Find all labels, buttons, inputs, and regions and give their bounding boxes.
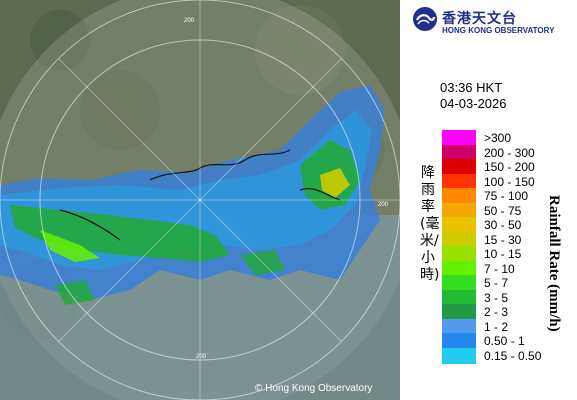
legend-label: 7 - 10	[484, 261, 515, 276]
legend-item: 1 - 2	[442, 318, 577, 335]
precipitation-echoes	[0, 85, 385, 305]
legend-label: 10 - 15	[484, 247, 522, 261]
legend-swatch	[442, 188, 476, 204]
legend-label: 3 - 5	[484, 290, 509, 305]
legend-swatch	[442, 217, 476, 233]
range-ring-label: 200	[378, 202, 389, 208]
legend-item: 75 - 100	[442, 188, 577, 204]
legend-item: 2 - 3	[442, 304, 577, 320]
copyright-text: © Hong Kong Observatory	[255, 383, 373, 394]
range-ring-label: 200	[184, 18, 195, 24]
legend-item: 30 - 50	[442, 217, 577, 233]
legend-item: 100 - 150	[442, 173, 577, 190]
range-rings	[0, 0, 400, 400]
legend-item: 50 - 75	[442, 202, 577, 219]
legend-item: 7 - 10	[442, 260, 577, 277]
logo-name-cn: 香港天文台	[442, 11, 517, 27]
legend-item: 200 - 300	[442, 144, 577, 161]
legend-swatch	[442, 246, 476, 262]
legend-label: 15 - 30	[484, 232, 522, 247]
legend-swatch	[442, 173, 476, 190]
legend-label: 0.50 - 1	[484, 334, 525, 348]
legend-swatch	[442, 260, 476, 277]
legend-title-en: Rainfall Rate (mm/h)	[546, 195, 562, 332]
legend-swatch	[442, 144, 476, 161]
legend-label: 150 - 200	[484, 160, 535, 174]
legend-item: >300	[442, 130, 577, 146]
legend-swatch	[442, 275, 476, 291]
radial-lines	[0, 0, 400, 400]
legend-item: 0.50 - 1	[442, 333, 577, 349]
legend-swatch	[442, 130, 476, 146]
legend-label: 75 - 100	[484, 189, 529, 203]
info-panel: 香港天文台 HONG KONG OBSERVATORY 03:36 HKT 04…	[400, 0, 577, 400]
legend-title-cn: 降雨率(毫米/小時)	[420, 165, 440, 283]
legend-swatch	[442, 347, 476, 364]
legend-item: 10 - 15	[442, 246, 577, 262]
legend-swatch	[442, 333, 476, 349]
logo-name-en: HONG KONG OBSERVATORY	[442, 26, 555, 35]
observation-time: 03:36 HKT	[440, 80, 503, 95]
hko-logo-icon	[413, 7, 437, 31]
legend-swatch	[442, 304, 476, 320]
radar-map-canvas: 200 200 200	[0, 0, 400, 400]
legend-item: 15 - 30	[442, 231, 577, 248]
legend-label: 200 - 300	[484, 145, 535, 160]
legend-swatch	[442, 231, 476, 248]
legend-item: 0.15 - 0.50	[442, 347, 577, 364]
legend-label: 5 - 7	[484, 276, 509, 290]
legend-swatch	[442, 289, 476, 306]
legend-label: 2 - 3	[484, 305, 509, 319]
legend-label: 1 - 2	[484, 319, 509, 334]
hko-logo: 香港天文台 HONG KONG OBSERVATORY	[412, 6, 577, 42]
range-ring-label: 200	[196, 354, 207, 360]
legend-label: >300	[484, 131, 512, 145]
legend-item: 5 - 7	[442, 275, 577, 291]
legend-label: 0.15 - 0.50	[484, 348, 542, 363]
observation-date: 04-03-2026	[440, 96, 507, 111]
legend-item: 3 - 5	[442, 289, 577, 306]
legend-label: 100 - 150	[484, 174, 535, 189]
legend-label: 50 - 75	[484, 203, 522, 218]
legend-swatch	[442, 318, 476, 335]
legend-label: 30 - 50	[484, 218, 522, 232]
legend-swatch	[442, 202, 476, 219]
radar-map[interactable]: 200 200 200 © Hong Kong Observatory	[0, 0, 400, 400]
legend-item: 150 - 200	[442, 159, 577, 175]
legend-swatch	[442, 159, 476, 175]
coastline	[59, 149, 341, 241]
